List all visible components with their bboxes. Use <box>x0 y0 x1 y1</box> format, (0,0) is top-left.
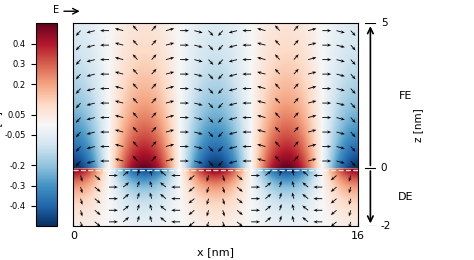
Text: z [nm]: z [nm] <box>413 108 423 142</box>
Text: DE: DE <box>398 192 413 202</box>
X-axis label: x [nm]: x [nm] <box>197 247 234 257</box>
Text: FE: FE <box>399 91 412 101</box>
Text: 0: 0 <box>381 163 387 173</box>
Text: 5: 5 <box>381 18 387 28</box>
Y-axis label: Φ [V]: Φ [V] <box>0 111 2 138</box>
Text: E: E <box>53 5 59 15</box>
Text: -2: -2 <box>381 221 391 231</box>
